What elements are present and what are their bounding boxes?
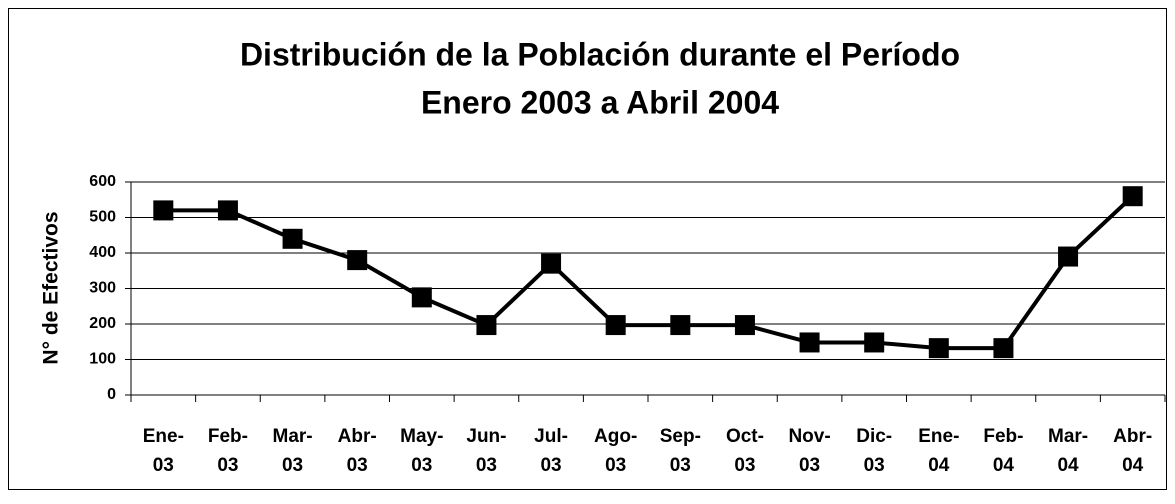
chart-title: Enero 2003 a Abril 2004 (421, 84, 779, 120)
data-marker (928, 338, 949, 359)
x-tick-label: 03 (670, 455, 691, 476)
data-marker (282, 228, 303, 249)
x-tick-label: 03 (605, 455, 626, 476)
data-marker (1058, 246, 1079, 267)
x-tick-label: May- (400, 426, 443, 447)
data-marker (1122, 186, 1143, 207)
data-marker (153, 200, 174, 221)
data-marker (670, 315, 691, 336)
data-marker (411, 287, 432, 308)
x-tick-label: Sep- (660, 426, 701, 447)
data-marker (993, 338, 1014, 359)
y-axis-label: N° de Efectivos (40, 211, 63, 364)
x-tick-label: 03 (734, 455, 755, 476)
x-tick-label: Jun- (466, 426, 506, 447)
x-tick-label: Mar- (273, 426, 313, 447)
x-tick-label: 03 (799, 455, 820, 476)
x-tick-label: Feb- (208, 426, 248, 447)
x-tick-label: Feb- (983, 426, 1023, 447)
data-marker (347, 250, 368, 271)
y-tick-label: 400 (89, 244, 116, 261)
x-tick-label: Abr- (338, 426, 377, 447)
data-marker (476, 315, 497, 336)
x-tick-label: Jul- (534, 426, 568, 447)
x-tick-label: Ago- (594, 426, 637, 447)
data-marker (541, 253, 562, 274)
chart-title: Distribución de la Población durante el … (240, 36, 960, 72)
y-tick-label: 100 (89, 351, 116, 368)
x-tick-label: 04 (1057, 455, 1079, 476)
y-tick-label: 500 (89, 209, 116, 226)
x-tick-label: 03 (476, 455, 497, 476)
data-marker (864, 332, 885, 353)
x-tick-label: 03 (217, 455, 238, 476)
chart-border (8, 8, 1167, 490)
data-marker (217, 200, 238, 221)
x-tick-label: 03 (347, 455, 368, 476)
x-tick-label: 03 (540, 455, 561, 476)
data-line (163, 194, 1135, 351)
y-tick-label: 600 (89, 173, 116, 190)
y-tick-label: 300 (89, 280, 116, 297)
x-tick-label: Ene- (143, 426, 184, 447)
x-tick-label: 03 (411, 455, 432, 476)
x-tick-label: 03 (282, 455, 303, 476)
x-tick-label: Nov- (788, 426, 830, 447)
x-tick-label: Abr- (1113, 426, 1152, 447)
x-tick-label: 04 (993, 455, 1015, 476)
x-tick-label: 03 (153, 455, 174, 476)
x-tick-label: 03 (864, 455, 885, 476)
x-tick-label: 04 (928, 455, 950, 476)
x-tick-label: 04 (1122, 455, 1144, 476)
x-tick-label: Dic- (856, 426, 892, 447)
y-tick-label: 200 (89, 315, 116, 332)
data-marker (799, 332, 820, 353)
data-marker (734, 315, 755, 336)
x-tick-label: Oct- (726, 426, 764, 447)
x-tick-label: Mar- (1048, 426, 1088, 447)
data-marker (605, 315, 626, 336)
y-tick-label: 0 (107, 386, 116, 403)
x-tick-label: Ene- (918, 426, 959, 447)
